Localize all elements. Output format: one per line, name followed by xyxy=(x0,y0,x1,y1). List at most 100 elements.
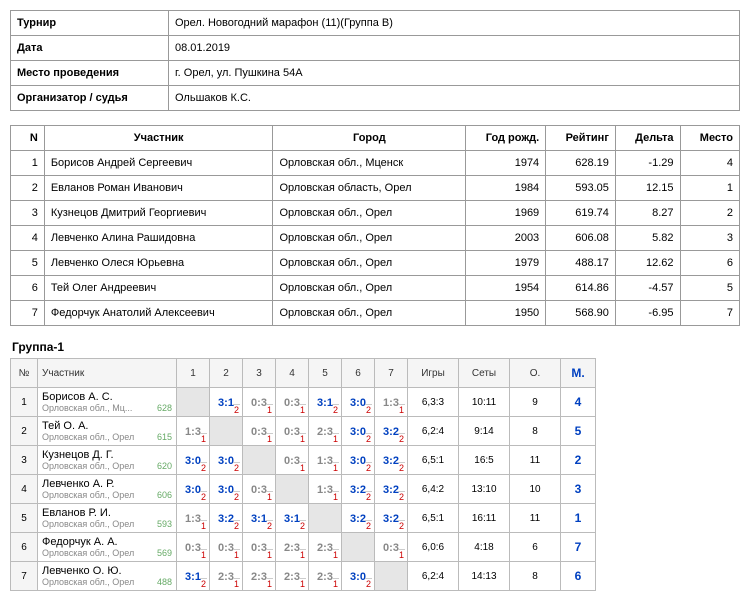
participant-row: 5Левченко Олеся ЮрьевнаОрловская обл., О… xyxy=(11,251,740,276)
cell-diagonal xyxy=(243,446,276,475)
cell-match: 1:31 xyxy=(177,504,210,533)
crosstable-row: 4Левченко А. Р.Орловская обл., Орел6063:… xyxy=(11,475,596,504)
cell-place: 6 xyxy=(680,251,740,276)
cell-place: 1 xyxy=(561,504,596,533)
match-points: 1 xyxy=(332,549,339,560)
col-name: Участник xyxy=(44,126,273,151)
cell-participant: Кузнецов Д. Г.Орловская обл., Орел620 xyxy=(38,446,177,475)
crosstable-row: 6Федорчук А. А.Орловская обл., Орел5690:… xyxy=(11,533,596,562)
participant-name: Кузнецов Д. Г. xyxy=(42,449,172,461)
cell-name: Тей Олег Андреевич xyxy=(44,276,273,301)
match-points: 1 xyxy=(332,462,339,473)
participant-rating: 488 xyxy=(157,577,172,587)
cell-diagonal xyxy=(276,475,309,504)
cell-idx: 6 xyxy=(11,533,38,562)
cell-match: 3:12 xyxy=(309,388,342,417)
participant-name: Тей О. А. xyxy=(42,420,172,432)
participant-name: Федорчук А. А. xyxy=(42,536,172,548)
cell-match: 3:22 xyxy=(375,446,408,475)
cell-year: 1954 xyxy=(466,276,546,301)
cell-rating: 568.90 xyxy=(546,301,616,326)
match-points: 1 xyxy=(299,433,306,444)
match-points: 2 xyxy=(398,520,405,531)
match-points: 2 xyxy=(233,462,240,473)
cell-match: 1:31 xyxy=(177,417,210,446)
value-date: 08.01.2019 xyxy=(169,36,740,61)
cell-match: 3:02 xyxy=(210,446,243,475)
match-points: 1 xyxy=(398,404,405,415)
cell-sets: 13:10 xyxy=(459,475,510,504)
cell-sets: 16:11 xyxy=(459,504,510,533)
participants-table: N Участник Город Год рожд. Рейтинг Дельт… xyxy=(10,125,740,326)
col-city: Город xyxy=(273,126,466,151)
cell-place: 7 xyxy=(561,533,596,562)
cell-match: 0:31 xyxy=(243,388,276,417)
cell-match: 0:31 xyxy=(243,417,276,446)
value-tournament: Орел. Новогодний марафон (11)(Группа В) xyxy=(169,11,740,36)
match-points: 2 xyxy=(365,462,372,473)
cell-pts: 6 xyxy=(510,533,561,562)
cell-delta: 12.15 xyxy=(615,176,680,201)
participant-region: Орловская обл., Мц...628 xyxy=(42,403,172,413)
cell-games: 6,4:2 xyxy=(408,475,459,504)
cell-match: 3:02 xyxy=(177,475,210,504)
cell-place: 6 xyxy=(561,562,596,591)
match-points: 2 xyxy=(365,404,372,415)
cell-participant: Левченко А. Р.Орловская обл., Орел606 xyxy=(38,475,177,504)
match-points: 2 xyxy=(365,520,372,531)
participant-region: Орловская обл., Орел615 xyxy=(42,432,172,442)
match-points: 2 xyxy=(398,491,405,502)
cell-match: 0:31 xyxy=(210,533,243,562)
match-points: 1 xyxy=(200,520,207,531)
col-pts: О. xyxy=(510,359,561,388)
col-place: М. xyxy=(561,359,596,388)
col-delta: Дельта xyxy=(615,126,680,151)
cell-sets: 14:13 xyxy=(459,562,510,591)
cell-place: 5 xyxy=(561,417,596,446)
match-points: 2 xyxy=(299,520,306,531)
col-opponent: 6 xyxy=(342,359,375,388)
cell-n: 5 xyxy=(11,251,45,276)
match-points: 2 xyxy=(398,462,405,473)
cell-year: 1979 xyxy=(466,251,546,276)
participant-region: Орловская обл., Орел488 xyxy=(42,577,172,587)
crosstable: №Участник1234567ИгрыСетыО.М. 1Борисов А.… xyxy=(10,358,596,591)
cell-pts: 11 xyxy=(510,504,561,533)
cell-year: 2003 xyxy=(466,226,546,251)
cell-city: Орловская обл., Орел xyxy=(273,276,466,301)
cell-match: 2:31 xyxy=(309,562,342,591)
label-organizer: Организатор / судья xyxy=(11,86,169,111)
cell-idx: 5 xyxy=(11,504,38,533)
cell-diagonal xyxy=(342,533,375,562)
cell-name: Евланов Роман Иванович xyxy=(44,176,273,201)
match-points: 2 xyxy=(200,491,207,502)
match-points: 1 xyxy=(299,549,306,560)
cell-participant: Тей О. А.Орловская обл., Орел615 xyxy=(38,417,177,446)
participant-row: 6Тей Олег АндреевичОрловская обл., Орел1… xyxy=(11,276,740,301)
cell-delta: 8.27 xyxy=(615,201,680,226)
cell-match: 0:31 xyxy=(276,388,309,417)
cell-sets: 10:11 xyxy=(459,388,510,417)
cell-match: 3:12 xyxy=(276,504,309,533)
value-organizer: Ольшаков К.С. xyxy=(169,86,740,111)
cell-match: 3:12 xyxy=(210,388,243,417)
cell-diagonal xyxy=(210,417,243,446)
tournament-info-table: Турнир Орел. Новогодний марафон (11)(Гру… xyxy=(10,10,740,111)
cell-games: 6,2:4 xyxy=(408,417,459,446)
match-points: 2 xyxy=(398,433,405,444)
label-tournament: Турнир xyxy=(11,11,169,36)
cell-sets: 4:18 xyxy=(459,533,510,562)
cell-idx: 1 xyxy=(11,388,38,417)
cell-match: 3:02 xyxy=(177,446,210,475)
cell-match: 2:31 xyxy=(243,562,276,591)
cell-diagonal xyxy=(375,562,408,591)
col-opponent: 5 xyxy=(309,359,342,388)
match-points: 1 xyxy=(200,549,207,560)
cell-city: Орловская обл., Орел xyxy=(273,201,466,226)
participant-rating: 628 xyxy=(157,403,172,413)
cell-games: 6,3:3 xyxy=(408,388,459,417)
cell-idx: 3 xyxy=(11,446,38,475)
cell-delta: 12.62 xyxy=(615,251,680,276)
cell-place: 3 xyxy=(561,475,596,504)
cell-rating: 614.86 xyxy=(546,276,616,301)
